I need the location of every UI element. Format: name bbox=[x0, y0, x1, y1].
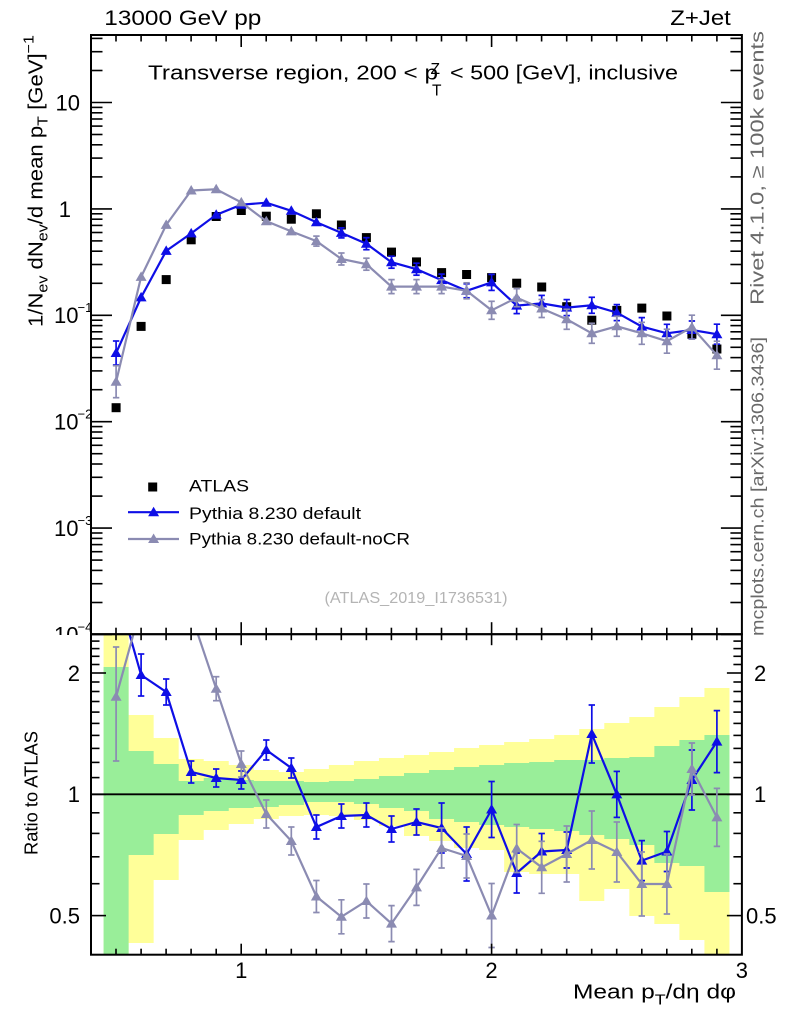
svg-text:0.5: 0.5 bbox=[49, 904, 80, 929]
svg-text:Transverse region, 200 < p: Transverse region, 200 < p bbox=[148, 62, 438, 85]
svg-text:Z: Z bbox=[431, 61, 440, 78]
svg-text:ATLAS: ATLAS bbox=[189, 476, 249, 495]
svg-text:Pythia 8.230 default: Pythia 8.230 default bbox=[189, 504, 361, 523]
svg-text:3: 3 bbox=[736, 958, 748, 983]
svg-text:1: 1 bbox=[235, 958, 247, 983]
svg-text:mcplots.cern.ch [arXiv:1306.34: mcplots.cern.ch [arXiv:1306.3436] bbox=[748, 337, 768, 636]
svg-text:−4: −4 bbox=[78, 619, 93, 634]
svg-text:10: 10 bbox=[54, 410, 78, 435]
svg-text:Rivet 4.1.0, ≥ 100k events: Rivet 4.1.0, ≥ 100k events bbox=[748, 31, 768, 305]
svg-text:Pythia 8.230 default-noCR: Pythia 8.230 default-noCR bbox=[189, 529, 410, 548]
svg-text:−3: −3 bbox=[78, 513, 93, 528]
svg-text:T: T bbox=[432, 83, 442, 100]
svg-text:0.5: 0.5 bbox=[746, 904, 777, 929]
svg-text:1: 1 bbox=[68, 782, 80, 807]
svg-text:2: 2 bbox=[68, 661, 80, 686]
svg-text:−2: −2 bbox=[78, 407, 93, 422]
svg-text:10: 10 bbox=[54, 516, 78, 541]
svg-text:1: 1 bbox=[59, 197, 71, 222]
svg-text:10: 10 bbox=[54, 303, 78, 328]
svg-text:2: 2 bbox=[485, 958, 497, 983]
svg-text:(ATLAS_2019_I1736531): (ATLAS_2019_I1736531) bbox=[325, 590, 508, 607]
svg-text:Z+Jet: Z+Jet bbox=[670, 7, 731, 30]
svg-text:13000 GeV pp: 13000 GeV pp bbox=[104, 7, 261, 30]
svg-text:−1: −1 bbox=[78, 300, 93, 315]
svg-text:10: 10 bbox=[54, 622, 78, 647]
svg-text:10: 10 bbox=[56, 90, 80, 115]
svg-text:1: 1 bbox=[754, 782, 766, 807]
svg-text:2: 2 bbox=[754, 661, 766, 686]
svg-text:Ratio to ATLAS: Ratio to ATLAS bbox=[21, 731, 42, 855]
svg-text:< 500 [GeV], inclusive: < 500 [GeV], inclusive bbox=[450, 62, 678, 85]
